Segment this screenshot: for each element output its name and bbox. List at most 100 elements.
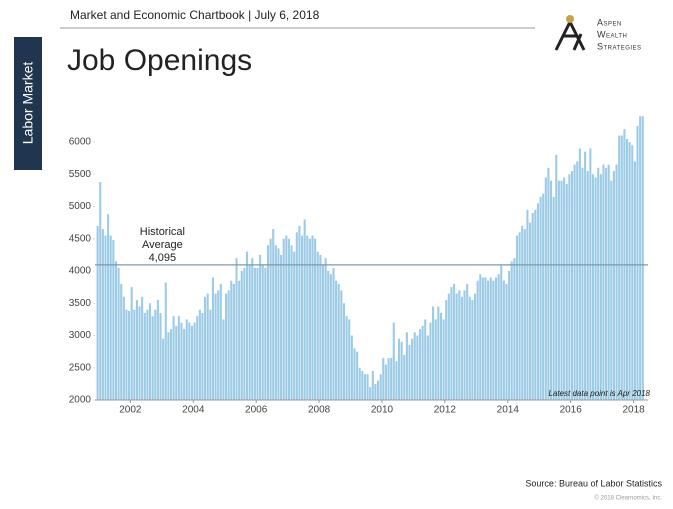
bar: [143, 312, 146, 400]
bar: [534, 209, 537, 400]
bar: [188, 322, 191, 400]
bar: [453, 283, 456, 400]
logo-text: Aspen: [597, 17, 622, 27]
bar: [227, 290, 230, 400]
bar: [96, 225, 99, 400]
bar: [335, 280, 338, 400]
bar: [342, 303, 346, 400]
bar: [350, 335, 353, 400]
bar: [529, 222, 532, 400]
bar: [141, 296, 144, 400]
bar: [167, 332, 170, 400]
section-label: Labor Market: [20, 62, 36, 145]
y-tick-label: 2000: [69, 395, 92, 406]
bar: [384, 364, 387, 400]
bar: [175, 325, 178, 400]
bar: [222, 319, 225, 400]
bar: [487, 280, 490, 400]
bar: [552, 196, 555, 400]
bar: [434, 319, 437, 400]
bar: [232, 283, 235, 400]
bar: [259, 254, 262, 400]
bar: [104, 235, 107, 400]
bar: [628, 142, 631, 401]
bar: [570, 171, 574, 400]
logo-text: Strategies: [597, 41, 642, 51]
bar: [180, 322, 183, 400]
average-text: Average: [142, 239, 183, 251]
bar: [560, 180, 563, 400]
bar: [505, 283, 508, 400]
bar: [190, 325, 194, 400]
bar: [395, 361, 398, 400]
plot-area: 2000 2500 3000 3500 4000 4500 5000 5500 6000 2002…: [69, 116, 648, 416]
bar: [563, 177, 566, 400]
bar: [112, 240, 115, 400]
bar: [266, 245, 270, 400]
bar: [374, 383, 377, 400]
bar: [607, 164, 610, 400]
bar: [298, 225, 301, 400]
bar: [261, 264, 264, 400]
bar: [238, 280, 241, 400]
bar: [479, 274, 482, 400]
bar: [114, 261, 118, 400]
bar: [578, 148, 581, 400]
bar: [148, 303, 152, 400]
bar: [500, 264, 503, 400]
bar: [584, 151, 587, 400]
bar: [641, 116, 644, 400]
x-tick-label: 2006: [245, 405, 268, 416]
bar: [615, 164, 618, 400]
bar: [408, 345, 411, 400]
bar: [133, 309, 136, 400]
bar: [405, 332, 408, 400]
bar: [397, 338, 401, 400]
bar: [573, 164, 576, 400]
bar: [494, 277, 498, 400]
bar: [295, 232, 298, 400]
bar: [390, 358, 393, 400]
section-tab: [14, 37, 42, 170]
bar: [301, 235, 304, 400]
source: Source: Bureau of Labor Statistics: [525, 478, 662, 488]
bar: [235, 258, 238, 400]
bar: [164, 282, 167, 400]
y-tick-label: 5500: [69, 169, 92, 180]
y-tick-label: 4000: [69, 266, 92, 277]
bar: [122, 296, 125, 400]
bar: [633, 161, 636, 400]
x-tick-label: 2018: [622, 405, 645, 416]
bar: [206, 293, 209, 400]
bar: [162, 338, 165, 400]
bar: [544, 177, 547, 400]
bar: [353, 348, 356, 400]
bar: [109, 235, 112, 400]
bar: [542, 193, 545, 400]
bar: [460, 296, 463, 400]
bar: [361, 370, 364, 400]
bar: [303, 219, 306, 400]
bar: [251, 258, 254, 400]
bar: [99, 182, 102, 400]
bar: [101, 229, 104, 400]
bar: [224, 293, 228, 400]
bar: [555, 154, 558, 400]
bar: [128, 310, 131, 400]
bar: [256, 267, 259, 400]
bar: [636, 125, 639, 401]
bar: [156, 300, 159, 400]
bar: [169, 329, 173, 400]
y-tick-label: 4500: [69, 233, 92, 244]
bar: [618, 135, 621, 400]
bar: [321, 264, 325, 400]
bar: [204, 296, 207, 400]
average-text: Historical: [140, 226, 185, 238]
bar: [521, 225, 524, 400]
bar: [172, 316, 175, 400]
bar: [547, 167, 550, 400]
bar: [117, 267, 120, 400]
bar: [214, 293, 217, 400]
bar: [319, 254, 322, 400]
bar: [337, 283, 340, 400]
